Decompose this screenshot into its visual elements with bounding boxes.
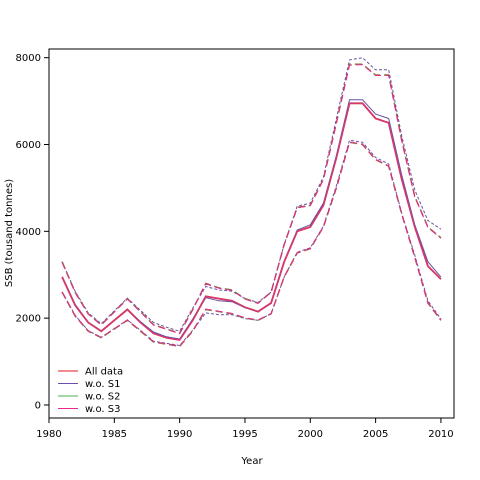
series-estimate-line: [61, 99, 442, 340]
y-tick-label: 2000: [16, 314, 41, 325]
y-axis: 0 2000 4000 6000 8000: [16, 53, 49, 411]
x-tick-label: 1995: [232, 429, 257, 440]
y-tick-label: 8000: [16, 53, 41, 64]
legend-label: w.o. S3: [85, 404, 120, 415]
y-axis-title: SSB (tousand tonnes): [4, 179, 15, 287]
x-tick-label: 2000: [298, 429, 323, 440]
series-upper-bound-line: [61, 63, 442, 334]
x-tick-label: 1990: [167, 429, 192, 440]
series-estimate-line: [61, 102, 442, 341]
series-estimate-line: [61, 102, 442, 341]
x-tick-label: 1980: [36, 429, 61, 440]
y-tick-label: 6000: [16, 140, 41, 151]
x-axis-title: Year: [240, 456, 263, 467]
x-tick-label: 1985: [102, 429, 127, 440]
series-upper-bound-line: [61, 64, 442, 335]
series-estimate-line: [61, 102, 442, 341]
legend-label: w.o. S1: [85, 379, 120, 390]
legend-label: w.o. S2: [85, 392, 120, 403]
series-upper-bound-line: [61, 63, 442, 335]
y-tick-label: 0: [35, 400, 41, 411]
series-lower-bound-line: [61, 139, 442, 347]
series-lower-bound-line: [61, 141, 442, 347]
x-tick-label: 2005: [363, 429, 388, 440]
x-tick-label: 2010: [428, 429, 453, 440]
legend-label: All data: [85, 367, 123, 378]
plot-frame: [48, 48, 455, 419]
y-tick-label: 4000: [16, 227, 41, 238]
x-axis: 1980 1985 1990 1995 2000 2005 2010: [36, 418, 454, 440]
series-layer: [61, 57, 442, 348]
series-upper-bound-line: [61, 57, 442, 332]
